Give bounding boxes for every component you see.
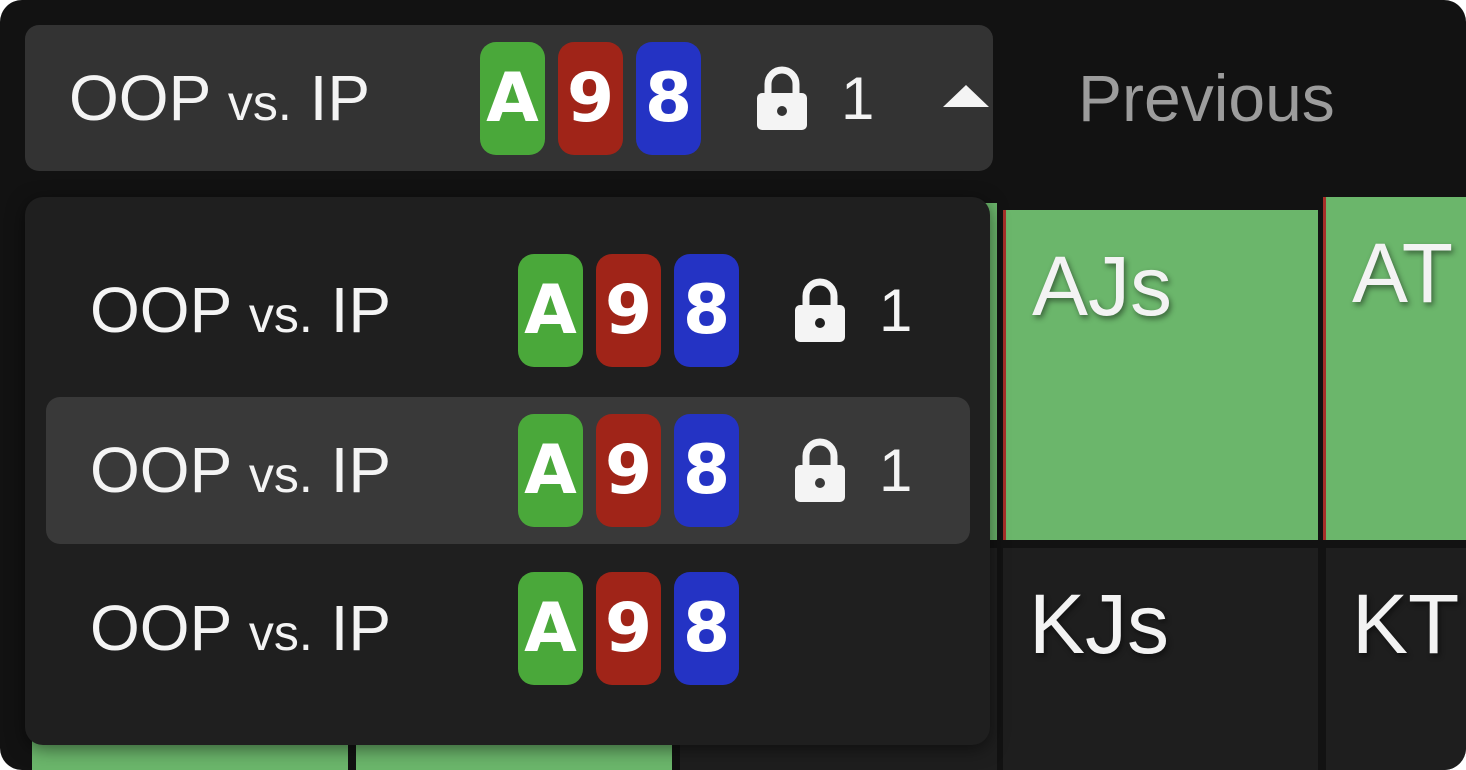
dropdown-item-selected[interactable]: OOP vs. IP A 9 8 1 bbox=[46, 397, 970, 544]
card-badge: 8 bbox=[674, 413, 739, 527]
opponent-label: IP bbox=[330, 434, 392, 506]
player-label: OOP bbox=[90, 274, 232, 346]
vs-label: vs. bbox=[248, 447, 313, 503]
lock-count: 1 bbox=[879, 276, 913, 344]
lock-icon bbox=[795, 438, 845, 502]
card-badge: 9 bbox=[596, 571, 661, 685]
lock-count: 1 bbox=[879, 436, 913, 504]
card-badge: A bbox=[518, 253, 583, 367]
card-badge: 9 bbox=[596, 253, 661, 367]
previous-button[interactable]: Previous bbox=[1078, 61, 1335, 135]
card-badge: 9 bbox=[558, 41, 623, 155]
lock-count: 1 bbox=[841, 64, 875, 132]
card-badge: A bbox=[518, 571, 583, 685]
dropdown-item[interactable]: OOP vs. IP A 9 8 1 bbox=[46, 237, 970, 384]
opponent-label: IP bbox=[309, 62, 371, 134]
lock-icon bbox=[757, 66, 807, 130]
card-badge: 8 bbox=[674, 571, 739, 685]
player-label: OOP bbox=[90, 434, 232, 506]
lock-icon bbox=[795, 278, 845, 342]
hand-cell-ajs[interactable]: AJs bbox=[1003, 210, 1318, 540]
spot-dropdown: OOP vs. IP A 9 8 1 OOP vs. IP A 9 8 1 bbox=[25, 197, 990, 745]
board-cards: A 9 8 bbox=[480, 41, 701, 155]
hand-label: AT bbox=[1352, 226, 1454, 320]
hand-cell-kjs[interactable]: KJs bbox=[1003, 548, 1318, 770]
dropdown-item[interactable]: OOP vs. IP A 9 8 bbox=[46, 555, 970, 702]
hand-label: KT bbox=[1352, 577, 1460, 671]
hand-label: KJs bbox=[1029, 577, 1170, 671]
hand-label: AJs bbox=[1032, 239, 1173, 333]
vs-label: vs. bbox=[227, 75, 292, 131]
vs-label: vs. bbox=[248, 287, 313, 343]
caret-up-icon[interactable] bbox=[943, 85, 989, 107]
player-label: OOP bbox=[69, 62, 211, 134]
board-cards: A 9 8 bbox=[518, 413, 739, 527]
board-cards: A 9 8 bbox=[518, 253, 739, 367]
spot-selector[interactable]: OOP vs. IP A 9 8 1 bbox=[25, 25, 993, 171]
card-badge: A bbox=[480, 41, 545, 155]
card-badge: 9 bbox=[596, 413, 661, 527]
card-badge: A bbox=[518, 413, 583, 527]
hand-cell-at[interactable]: AT bbox=[1323, 197, 1466, 540]
opponent-label: IP bbox=[330, 592, 392, 664]
opponent-label: IP bbox=[330, 274, 392, 346]
card-badge: 8 bbox=[674, 253, 739, 367]
player-label: OOP bbox=[90, 592, 232, 664]
vs-label: vs. bbox=[248, 605, 313, 661]
card-badge: 8 bbox=[636, 41, 701, 155]
hand-cell-kt[interactable]: KT bbox=[1326, 548, 1466, 770]
board-cards: A 9 8 bbox=[518, 571, 739, 685]
spot-title: OOP vs. IP bbox=[69, 61, 474, 135]
